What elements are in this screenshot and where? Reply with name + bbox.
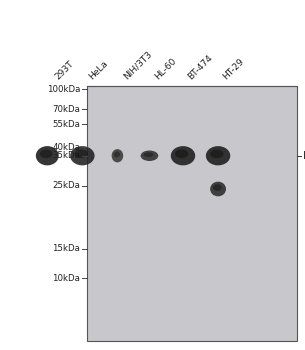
Ellipse shape: [114, 152, 120, 158]
Text: HT-29: HT-29: [221, 57, 246, 82]
Text: NIH/3T3: NIH/3T3: [122, 50, 154, 82]
Ellipse shape: [112, 149, 123, 162]
Ellipse shape: [36, 146, 59, 166]
Text: 25kDa: 25kDa: [52, 181, 80, 190]
Ellipse shape: [40, 149, 52, 158]
Ellipse shape: [210, 182, 226, 196]
Text: HL-60: HL-60: [153, 57, 178, 82]
Text: 293T: 293T: [53, 59, 76, 82]
Ellipse shape: [74, 149, 88, 158]
Text: 10kDa: 10kDa: [52, 274, 80, 283]
Ellipse shape: [144, 152, 153, 157]
Ellipse shape: [175, 149, 188, 158]
Text: 40kDa: 40kDa: [52, 142, 80, 152]
Ellipse shape: [141, 150, 158, 161]
Ellipse shape: [171, 146, 195, 166]
Text: 55kDa: 55kDa: [52, 120, 80, 129]
Text: 100kDa: 100kDa: [47, 85, 80, 94]
Ellipse shape: [210, 149, 224, 158]
Text: BT-474: BT-474: [187, 53, 215, 82]
Text: 15kDa: 15kDa: [52, 244, 80, 253]
Text: HeLa: HeLa: [87, 59, 109, 82]
Ellipse shape: [70, 146, 95, 166]
Text: IL1RN: IL1RN: [303, 151, 305, 161]
Ellipse shape: [213, 184, 222, 191]
Ellipse shape: [206, 146, 230, 166]
Text: 35kDa: 35kDa: [52, 151, 80, 160]
Text: 70kDa: 70kDa: [52, 105, 80, 114]
Bar: [87, 86, 297, 341]
